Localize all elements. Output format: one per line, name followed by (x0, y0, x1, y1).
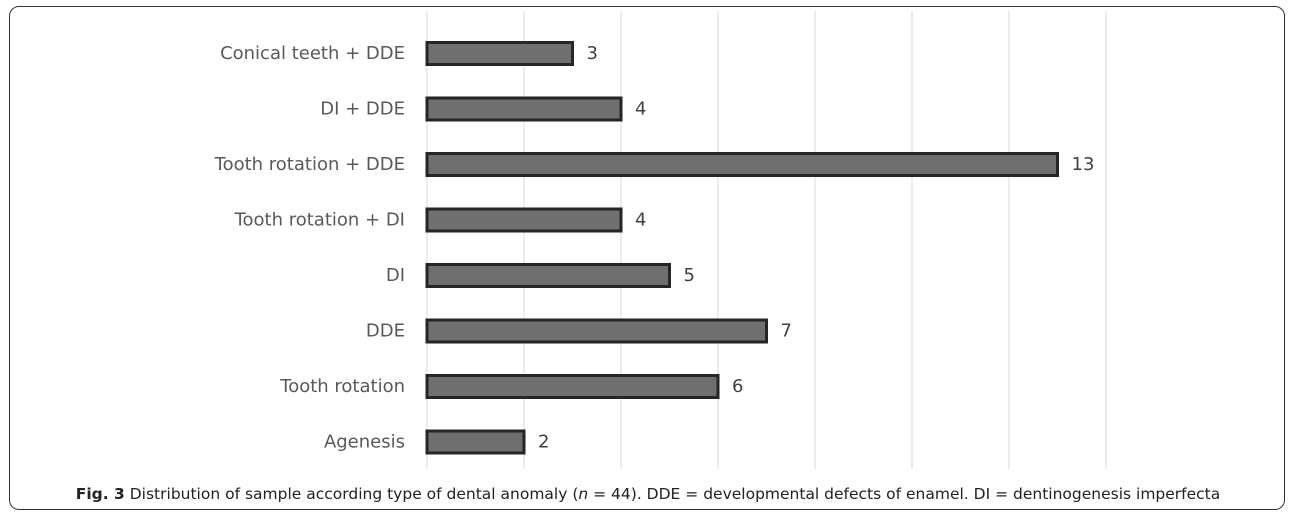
category-label: DI + DDE (320, 99, 405, 120)
data-label: 3 (587, 43, 598, 64)
category-label: Tooth rotation + DDE (214, 154, 405, 175)
bar (425, 318, 768, 344)
bar (425, 207, 623, 233)
bar (425, 41, 574, 66)
bars (425, 41, 1059, 455)
data-label: 2 (538, 432, 549, 453)
figure-caption: Fig. 3 Distribution of sample according … (10, 485, 1284, 503)
category-labels: Conical teeth + DDE DI + DDE Tooth rotatio… (214, 43, 405, 453)
bar-chart: Conical teeth + DDE DI + DDE Tooth rotatio… (214, 11, 1107, 469)
bar (425, 263, 671, 288)
category-label: Conical teeth + DDE (220, 43, 405, 64)
data-label: 6 (732, 376, 743, 397)
bar (425, 374, 720, 399)
gridlines (426, 11, 1107, 469)
category-label: Tooth rotation (279, 376, 405, 397)
figure-caption-text-1: Distribution of sample according type of… (124, 485, 579, 503)
bar (425, 96, 623, 122)
figure-caption-label: Fig. 3 (75, 485, 125, 503)
data-label: 7 (781, 321, 792, 342)
category-label: Tooth rotation + DI (234, 210, 405, 231)
category-label: DDE (366, 321, 405, 342)
figure-frame: Conical teeth + DDE DI + DDE Tooth rotatio… (9, 6, 1285, 510)
figure-caption-text-2: = 44). DDE = developmental defects of en… (588, 485, 1221, 503)
data-label: 4 (635, 210, 646, 231)
data-label: 13 (1072, 154, 1095, 175)
bar (425, 152, 1059, 177)
data-labels: 3 4 13 4 5 7 6 2 (538, 43, 1094, 453)
category-label: DI (386, 265, 405, 286)
category-label: Agenesis (324, 432, 405, 453)
figure-caption-n: n (578, 485, 589, 503)
bar (425, 429, 526, 455)
data-label: 4 (635, 99, 646, 120)
data-label: 5 (684, 265, 695, 286)
